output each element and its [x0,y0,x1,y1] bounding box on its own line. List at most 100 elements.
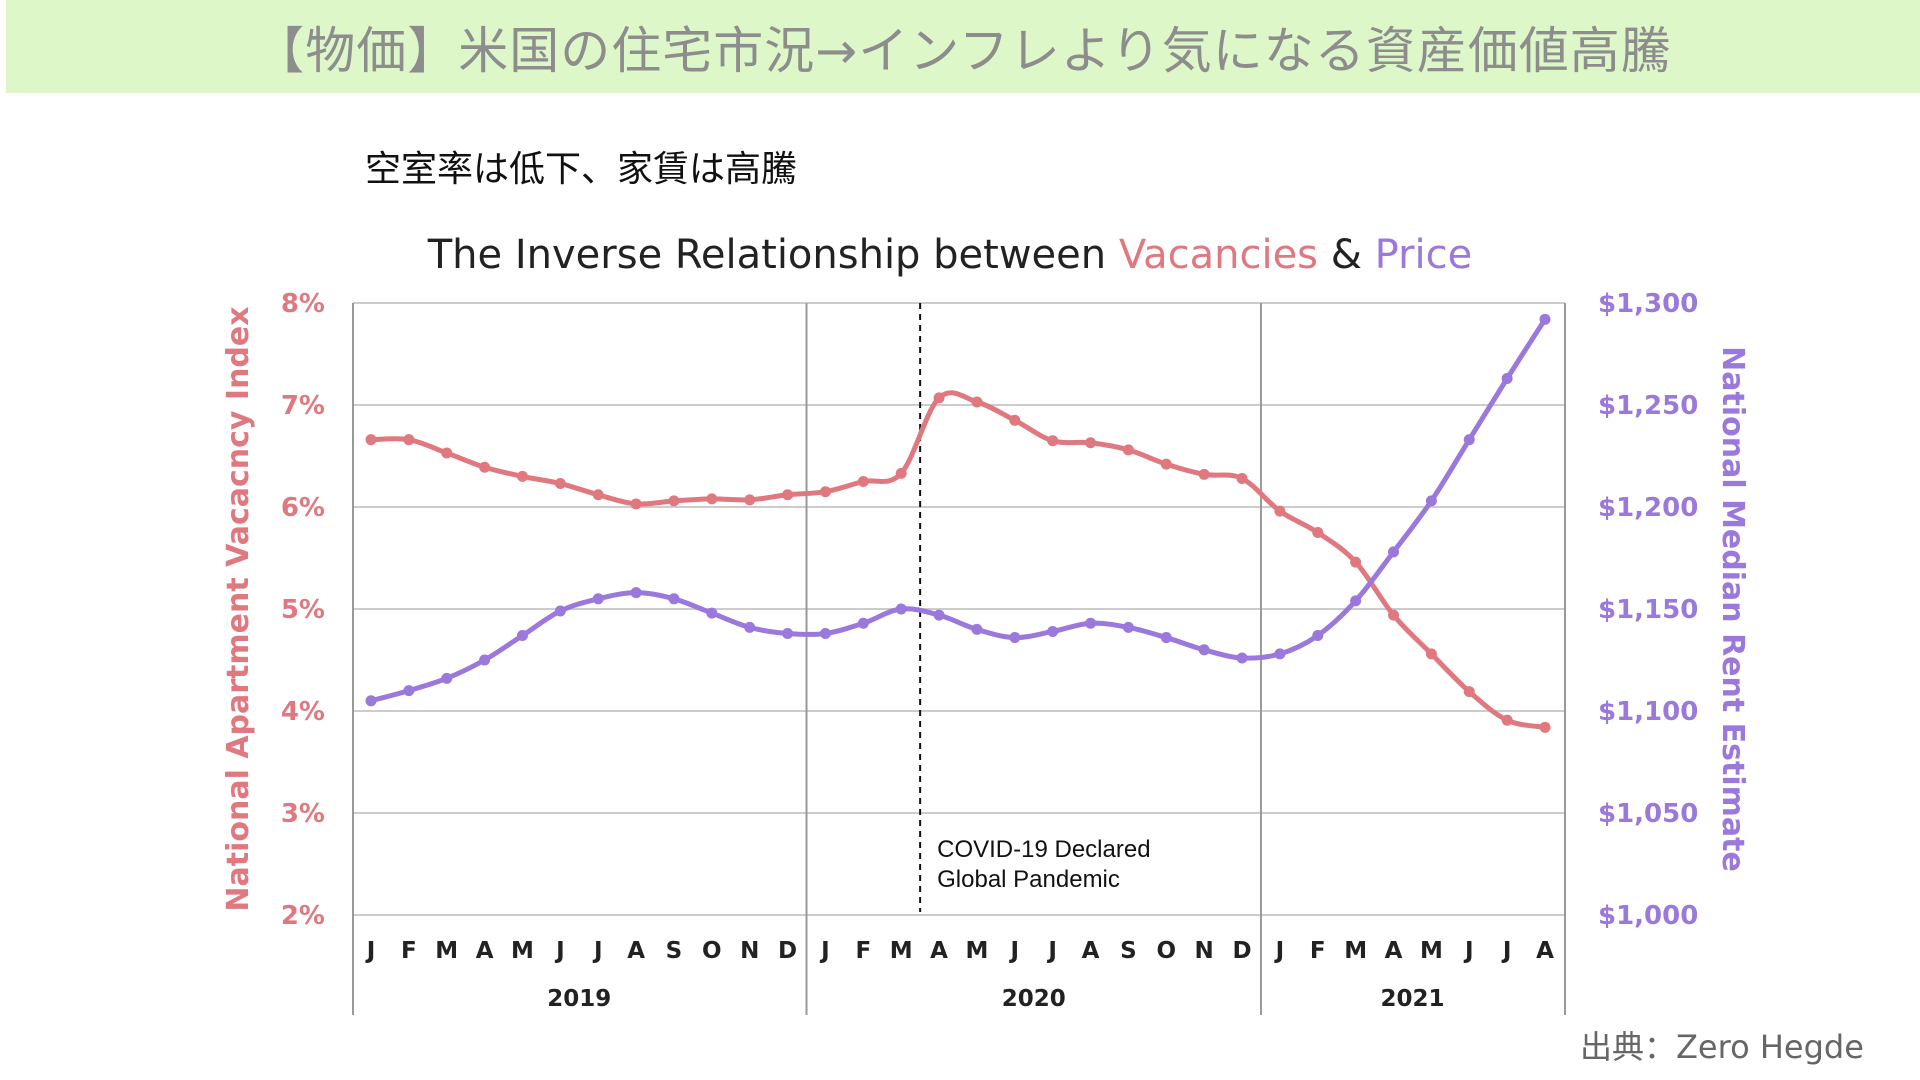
price-data-point [1388,546,1400,558]
price-data-point [857,617,869,629]
month-tick-label: O [1157,938,1177,964]
month-tick-label: S [666,938,683,964]
vacancies-data-point [630,498,642,510]
price-data-point [365,695,377,707]
right-tick-label: $1,000 [1598,901,1698,931]
price-data-point [933,609,945,621]
vacancies-data-point [1312,527,1324,538]
month-tick-label: O [702,938,722,964]
month-tick-label: F [855,938,871,964]
price-data-point [819,627,831,639]
vacancies-data-point [971,396,983,408]
price-data-point [744,621,756,633]
month-tick-label: M [965,938,988,964]
vacancies-series-line [370,390,1546,730]
price-data-point [441,672,453,684]
price-data-point [479,654,491,666]
left-tick-label: 4% [281,697,325,727]
month-tick-label: F [401,938,417,964]
left-tick-label: 3% [281,799,325,829]
right-tick-label: $1,200 [1598,493,1698,523]
price-data-point [1463,434,1475,446]
banner-title: 【物価】米国の住宅市況→インフレより気になる資産価値高騰 [254,21,1672,80]
vacancies-data-point [1350,556,1362,568]
month-tick-label: M [1420,938,1443,964]
vacancies-data-point [1463,686,1475,698]
price-data-point [1350,595,1362,607]
right-tick-label: $1,300 [1598,289,1698,319]
price-data-point [971,623,983,635]
price-data-point [1009,632,1021,644]
vacancies-data-point [1501,714,1513,726]
price-data-point [403,685,415,697]
right-tick-label: $1,050 [1598,799,1698,829]
vacancies-data-point [1047,435,1059,447]
left-axis-title: National Apartment Vacacncy Index [221,306,256,911]
vacancies-data-point [1236,472,1248,484]
price-data-point [668,593,680,605]
vacancies-data-point [706,493,718,505]
price-data-point [782,627,794,639]
price-data-point [1425,495,1437,507]
vacancies-data-point [1122,444,1134,456]
vacancies-data-point [1160,458,1172,470]
vacancies-data-point [1539,721,1551,733]
right-tick-label: $1,100 [1598,697,1698,727]
price-data-point [1085,617,1097,629]
left-tick-label: 5% [281,595,325,625]
month-tick-label: D [778,938,797,964]
month-tick-label: M [1344,938,1367,964]
vacancies-data-point [479,461,491,473]
price-data-point [706,607,718,619]
vacancies-data-point [1009,414,1021,426]
right-tick-label: $1,150 [1598,595,1698,625]
year-label: 2019 [547,986,611,1012]
price-data-point [592,593,604,605]
price-data-point [1501,372,1513,384]
vacancies-data-point [933,392,945,404]
slide-subtitle: 空室率は低下、家賃は高騰 [365,149,798,190]
left-tick-label: 7% [281,391,325,421]
covid-annotation-text: Global Pandemic [937,866,1120,893]
vacancies-data-point [1388,609,1400,621]
vacancies-data-point [441,447,453,459]
month-tick-label: A [627,938,645,964]
month-tick-label: A [1385,938,1403,964]
year-label: 2020 [1002,986,1066,1012]
vacancies-data-point [516,470,528,482]
vacancies-data-point [554,478,566,490]
source-caption: 出典：Zero Hegde [1580,1028,1864,1066]
vacancies-data-point [857,476,869,487]
month-tick-label: J [1463,938,1474,964]
chart-title-part: Price [1375,232,1473,278]
price-data-point [1047,625,1059,637]
month-tick-label: M [435,938,458,964]
price-data-point [895,603,907,615]
covid-annotation-text: COVID-19 Declared [937,836,1150,863]
price-data-point [1122,621,1134,633]
month-tick-label: J [1274,938,1285,964]
vacancies-data-point [744,494,756,506]
vacancies-data-point [403,434,415,446]
price-data-point [630,587,642,599]
month-tick-label: N [740,938,759,964]
chart-title: The Inverse Relationship between Vacanci… [427,232,1472,278]
month-tick-label: A [930,938,948,964]
month-tick-label: S [1120,938,1137,964]
month-tick-label: J [365,938,376,964]
price-data-point [516,630,528,642]
price-data-point [1274,648,1286,660]
vacancies-data-point [895,467,907,479]
vacancies-data-point [1198,468,1210,480]
month-tick-label: N [1195,938,1214,964]
month-tick-label: A [476,938,494,964]
vacancies-data-point [782,489,794,501]
month-tick-label: J [554,938,565,964]
vacancies-data-point [668,495,680,507]
month-tick-label: A [1536,938,1554,964]
chart-title-part: The Inverse Relationship between [427,232,1119,278]
right-axis-title: National Median Rent Estimate [1715,346,1750,872]
price-data-point [1236,652,1248,664]
month-tick-label: J [1501,938,1512,964]
